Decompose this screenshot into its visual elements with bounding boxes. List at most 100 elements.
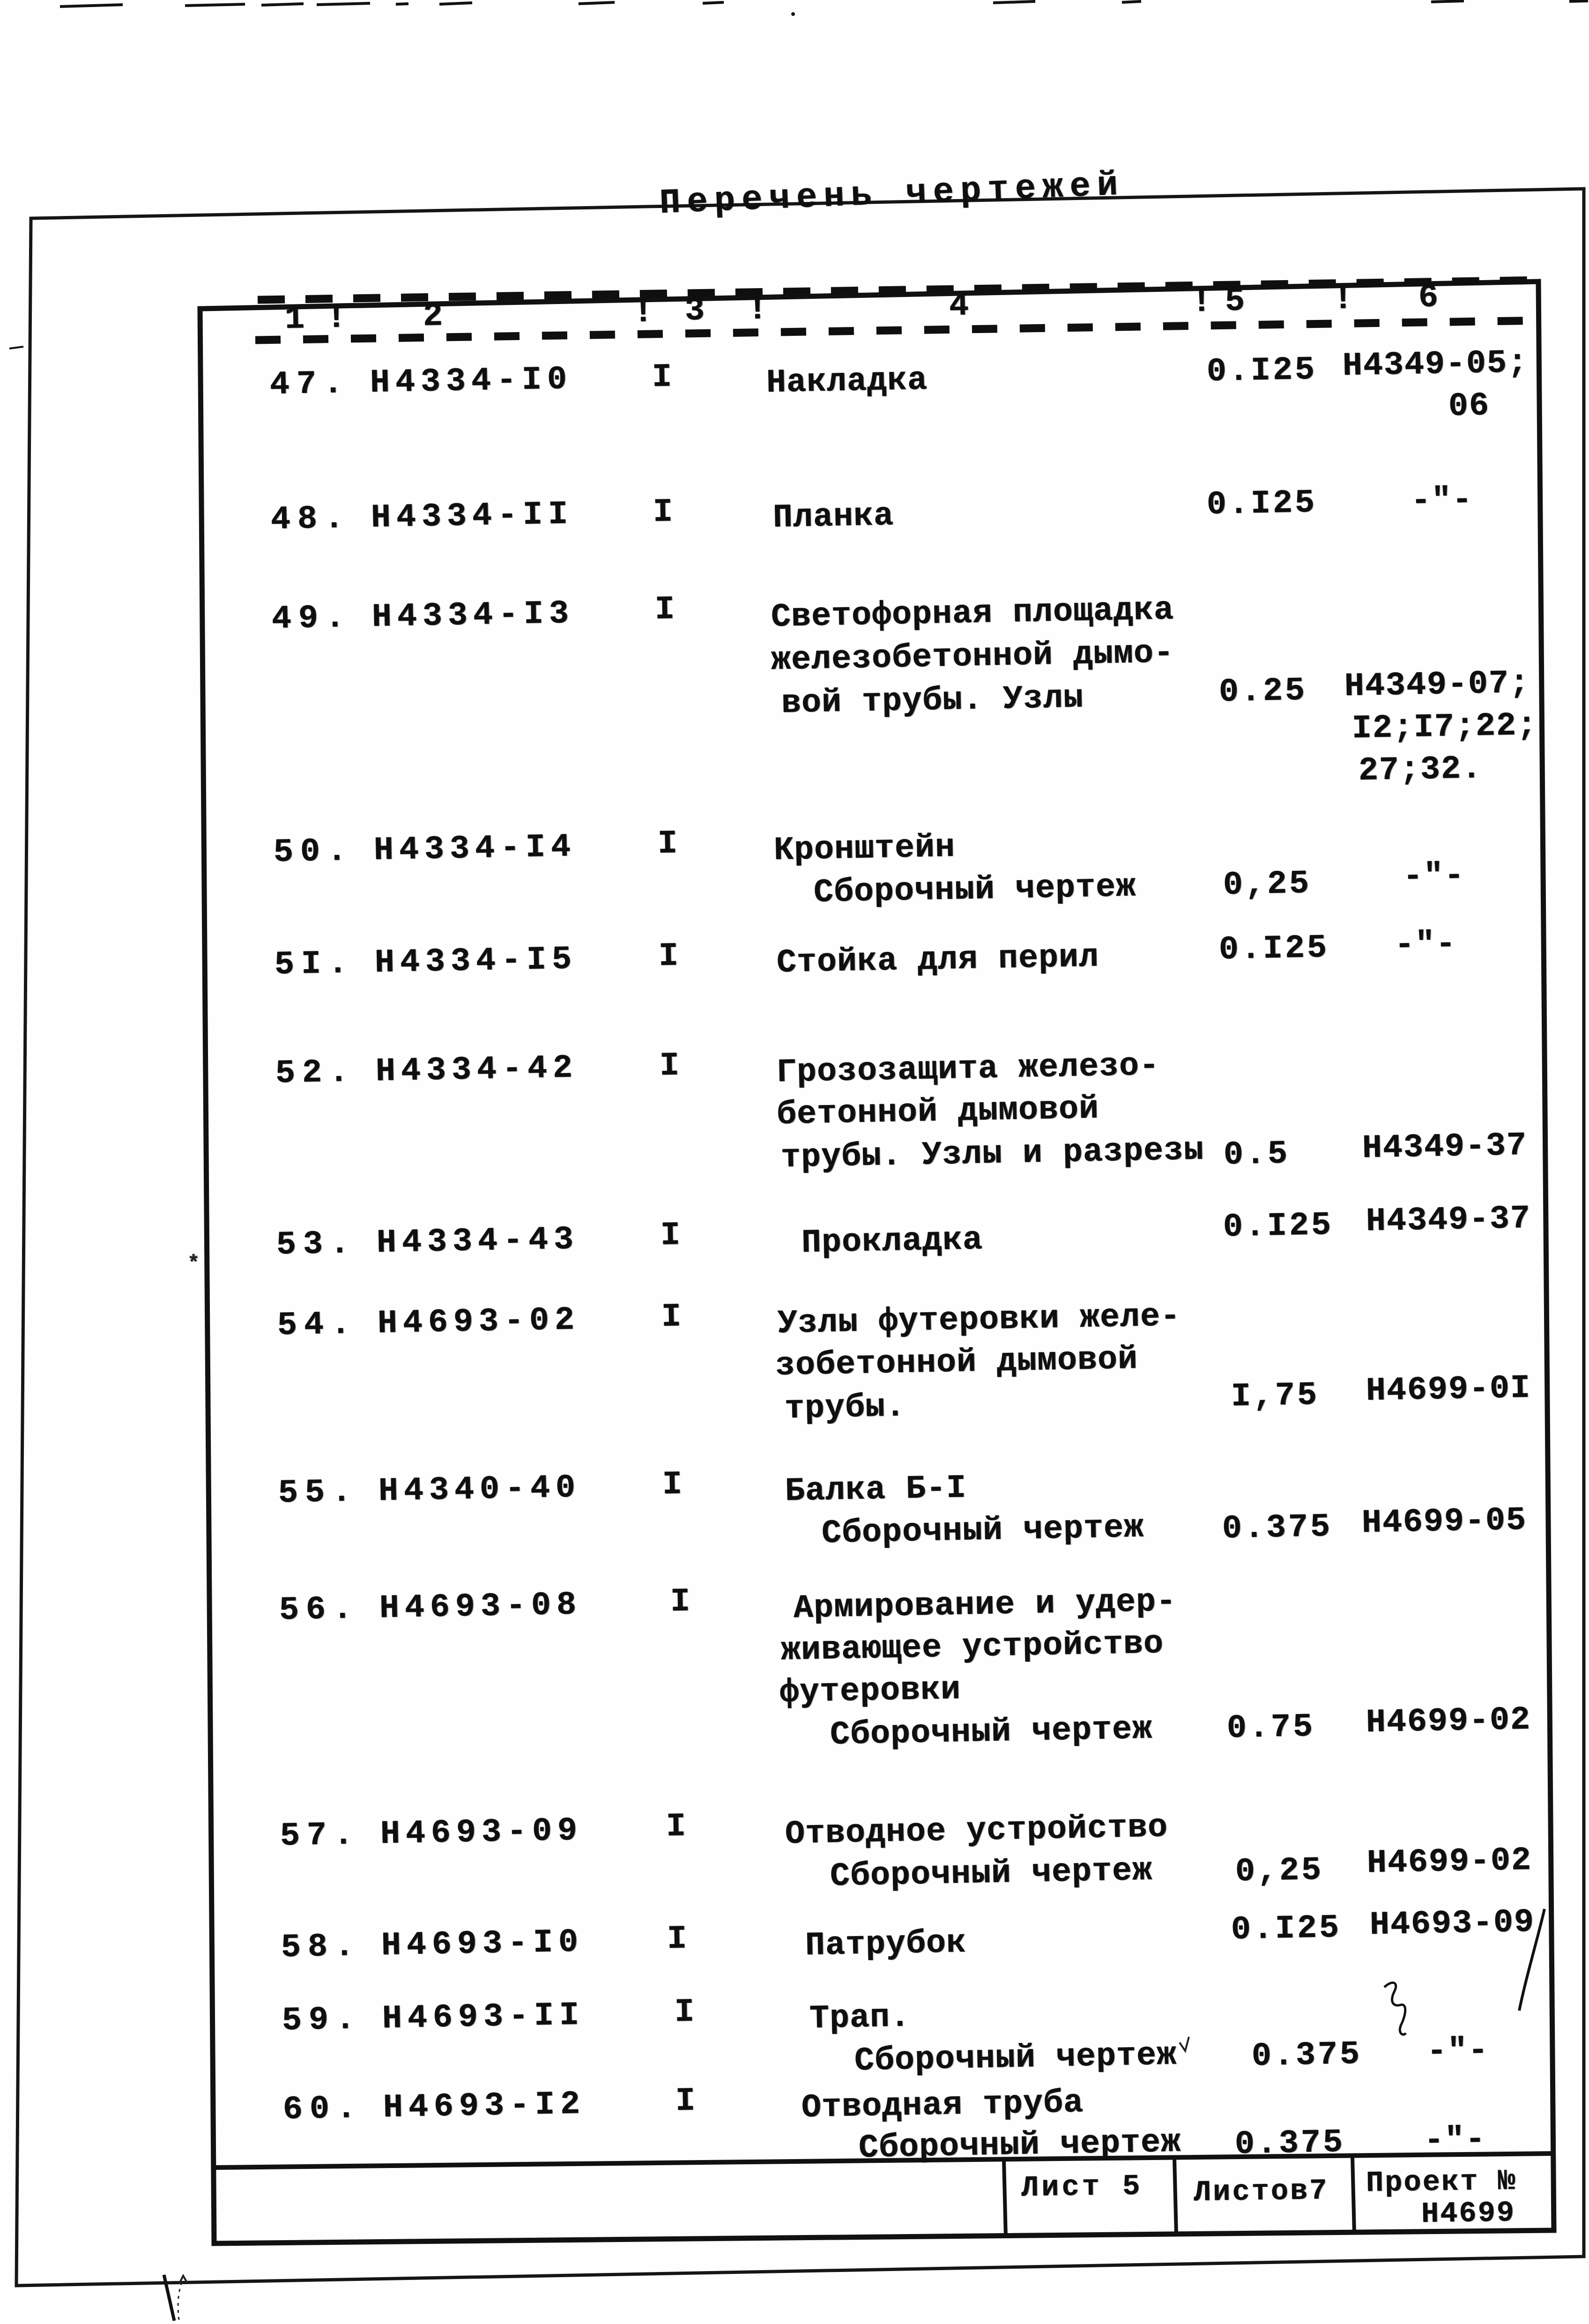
scale-value: 0,25 bbox=[1235, 1852, 1324, 1891]
row-number: 47. bbox=[269, 365, 350, 404]
drawing-name-line: Светофорная площадка bbox=[771, 592, 1174, 636]
row-number: 60. bbox=[282, 2090, 364, 2129]
drawing-name-line: трубы. bbox=[784, 1388, 906, 1428]
row-number: 48. bbox=[270, 500, 351, 539]
quantity: I bbox=[658, 938, 679, 975]
pen-mark-bottom-left bbox=[162, 2274, 176, 2321]
reference-code: Н4693-09 bbox=[1369, 1904, 1535, 1944]
drawing-name-line: Армирование и удер- bbox=[793, 1583, 1177, 1627]
drawing-name-line: Сборочный чертеж bbox=[830, 1711, 1153, 1754]
quantity: I bbox=[675, 2083, 696, 2120]
project-label: Проект № bbox=[1366, 2164, 1517, 2200]
header-dashed-rule-bottom bbox=[255, 316, 1545, 344]
titleblock-divider-1 bbox=[1002, 2160, 1008, 2238]
row-number: 5I. bbox=[274, 945, 355, 984]
drawing-name-line: трубы. Узлы и разрезы bbox=[780, 1132, 1204, 1177]
reference-code: -"- bbox=[1426, 2032, 1489, 2071]
quantity: I bbox=[657, 825, 678, 863]
drawing-name-line: Сборочный чертеж bbox=[813, 869, 1136, 912]
column-header-3: 3 bbox=[684, 292, 705, 330]
drawing-name-line: Сборочный чертеж bbox=[854, 2037, 1177, 2080]
drawing-code: Н4693-I2 bbox=[383, 2086, 586, 2127]
drawing-name-line: Сборочный чертеж bbox=[821, 1509, 1144, 1552]
quantity: I bbox=[667, 1921, 687, 1958]
scale-value: 0.5 bbox=[1223, 1136, 1290, 1174]
quantity: I bbox=[660, 1217, 681, 1255]
column-separator: ! bbox=[1333, 281, 1353, 319]
row-number: 53. bbox=[276, 1225, 357, 1264]
quantity: I bbox=[652, 359, 672, 396]
reference-code: Н4699-02 bbox=[1366, 1842, 1532, 1882]
quantity: I bbox=[659, 1047, 680, 1085]
drawing-code: Н4334-I4 bbox=[373, 829, 577, 869]
reference-code: Н4699-0I bbox=[1366, 1370, 1531, 1410]
reference-code: I2;I7;22; bbox=[1351, 707, 1538, 748]
quantity: I bbox=[670, 1583, 691, 1621]
scale-value: 0.375 bbox=[1251, 2036, 1362, 2075]
reference-code: Н4349-37 bbox=[1362, 1127, 1528, 1167]
drawing-name-line: живающее устройство bbox=[780, 1626, 1164, 1670]
scale-value: 0.I25 bbox=[1231, 1909, 1342, 1949]
pen-scratch-squiggle bbox=[1383, 1981, 1407, 2036]
column-header-2: 2 bbox=[423, 298, 443, 335]
drawing-name-line: Кронштейн bbox=[773, 829, 956, 869]
drawing-code: Н4693-02 bbox=[377, 1302, 580, 1343]
column-separator: ! bbox=[326, 300, 347, 337]
column-separator: ! bbox=[747, 291, 768, 329]
pen-mark-bottom-left-arrow-stem bbox=[177, 2280, 184, 2320]
drawing-name-line: Узлы футеровки желе- bbox=[777, 1298, 1181, 1343]
drawing-name-line: Прокладка bbox=[801, 1221, 983, 1262]
reference-code: 27;32. bbox=[1358, 750, 1483, 790]
drawing-code: Н4334-I3 bbox=[371, 595, 575, 636]
row-number: 52. bbox=[275, 1054, 356, 1092]
drawing-name-line: футеровки bbox=[779, 1671, 961, 1712]
scale-value: 0.I25 bbox=[1206, 484, 1317, 524]
scale-value: 0.75 bbox=[1226, 1708, 1315, 1747]
drawing-code: Н4340-40 bbox=[378, 1470, 581, 1510]
row-number: 50. bbox=[273, 832, 354, 871]
drawing-code: Н4334-43 bbox=[376, 1221, 579, 1262]
column-header-4: 4 bbox=[949, 288, 969, 325]
scale-value: 0.375 bbox=[1222, 1508, 1333, 1548]
row-number: 59. bbox=[282, 2001, 363, 2040]
scale-value: 0.25 bbox=[1218, 672, 1307, 711]
scale-value: 0.I25 bbox=[1218, 929, 1329, 969]
scan-edge-artifacts bbox=[9, 0, 1589, 349]
drawing-name-line: Отводное устройство bbox=[785, 1809, 1168, 1853]
quantity: I bbox=[666, 1808, 686, 1846]
titleblock-top-rule bbox=[214, 2151, 1553, 2170]
reference-code: -"- bbox=[1403, 857, 1465, 896]
sheet-number-label: Лист 5 bbox=[1021, 2169, 1143, 2205]
pen-tick-mark bbox=[1179, 2036, 1190, 2053]
project-number: Н4699 bbox=[1421, 2196, 1516, 2231]
drawing-name-line: Сборочный чертеж bbox=[858, 2124, 1181, 2167]
pen-scratch-diagonal bbox=[1518, 1908, 1546, 2011]
reference-code: Н4699-05 bbox=[1361, 1502, 1527, 1542]
outer-frame bbox=[15, 187, 1586, 2287]
reference-code: 06 bbox=[1448, 387, 1490, 425]
drawing-code: Н4693-I0 bbox=[381, 1924, 584, 1965]
drawing-code: Н4693-II bbox=[382, 1997, 585, 2038]
row-number: 57. bbox=[280, 1816, 361, 1855]
drawing-code: Н4334-I0 bbox=[370, 361, 573, 402]
column-separator: ! bbox=[633, 294, 653, 332]
drawing-name-line: Грозозащита железо- bbox=[776, 1047, 1160, 1091]
quantity: I bbox=[662, 1466, 683, 1504]
reference-code: -"- bbox=[1411, 482, 1473, 520]
reference-code: Н4349-07; bbox=[1344, 665, 1530, 705]
scan-speck bbox=[791, 12, 795, 16]
drawing-name-line: железобетонной дымо- bbox=[771, 635, 1174, 679]
reference-code: Н4699-02 bbox=[1366, 1701, 1531, 1742]
row-number: 55. bbox=[278, 1473, 359, 1512]
reference-code: -"- bbox=[1424, 2121, 1486, 2160]
drawing-name-line: Накладка bbox=[766, 362, 928, 402]
drawing-name-line: вой трубы. Узлы bbox=[781, 680, 1084, 722]
drawing-name-line: бетонной дымовой bbox=[776, 1091, 1099, 1134]
reference-code: -"- bbox=[1394, 926, 1457, 964]
reference-code: Н4349-37 bbox=[1366, 1200, 1531, 1240]
drawing-code: Н4693-08 bbox=[379, 1587, 582, 1627]
margin-speck: * bbox=[187, 1252, 200, 1276]
column-header-5: 5 bbox=[1225, 283, 1245, 320]
